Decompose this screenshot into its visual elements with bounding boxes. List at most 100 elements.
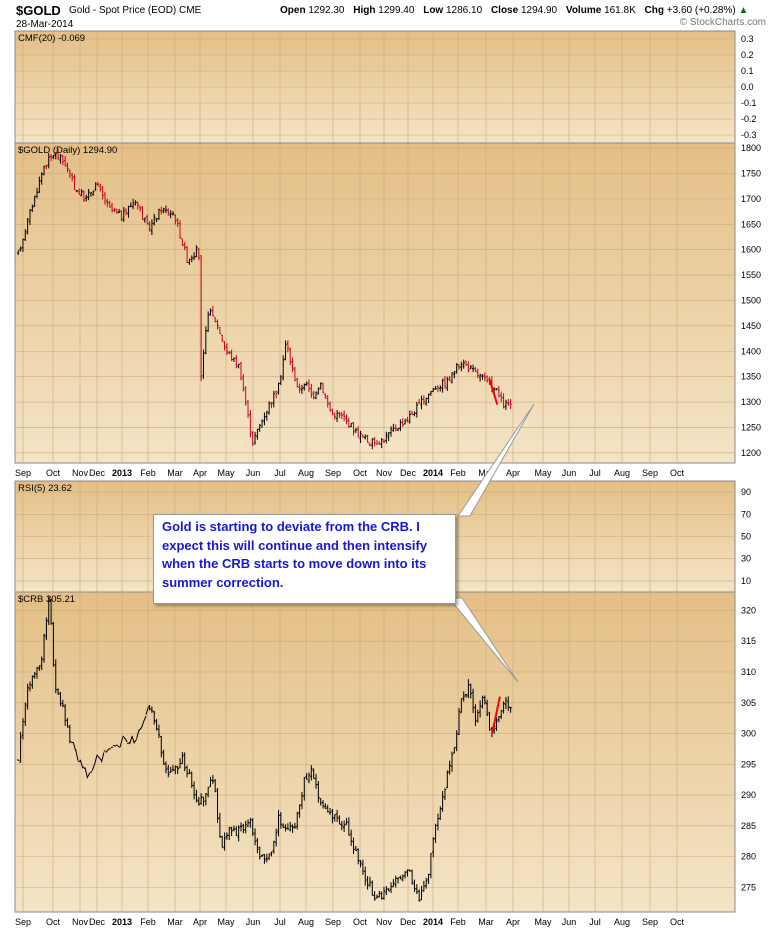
x-tick-label: Dec xyxy=(400,468,417,478)
crb-price-bar xyxy=(439,806,442,821)
crb-bar-dash xyxy=(91,764,95,772)
chg-label: Chg xyxy=(644,5,664,16)
gold-price-bar xyxy=(298,383,301,394)
crb-price-bar xyxy=(307,772,311,784)
crb-price-bar xyxy=(21,718,25,740)
y-tick-label: 1200 xyxy=(741,448,761,458)
crb-price-bar xyxy=(340,821,344,831)
crb-price-bar xyxy=(190,771,193,788)
crb-price-bar xyxy=(342,820,346,832)
crb-price-bar xyxy=(410,869,414,885)
gold-price-bar xyxy=(230,349,233,362)
gold-panel xyxy=(14,142,736,464)
crb-price-bar xyxy=(272,840,276,854)
x-tick-label: Feb xyxy=(450,917,466,927)
y-tick-label: 1550 xyxy=(741,270,761,280)
x-tick-label: Nov xyxy=(72,468,89,478)
crb-price-bar xyxy=(300,791,304,810)
gold-price-bar xyxy=(176,218,179,228)
crb-price-bar xyxy=(199,793,203,805)
gold-price-bar xyxy=(497,385,501,398)
gold-price-bar xyxy=(471,364,475,373)
callout-pointer-gold-shape xyxy=(457,403,535,517)
x-tick-label: 2014 xyxy=(423,468,443,478)
gold-price-bar xyxy=(319,382,322,390)
x-tick-label: Sep xyxy=(15,468,31,478)
crb-price-bar xyxy=(413,879,416,892)
crb-price-bar xyxy=(352,837,355,854)
crb-price-bar xyxy=(136,729,140,739)
x-tick-label: Mar xyxy=(167,917,183,927)
x-tick-label: Aug xyxy=(298,468,314,478)
gold-price-bar xyxy=(52,155,55,160)
gold-price-bar xyxy=(249,410,252,438)
gold-price-bar xyxy=(129,202,132,208)
crb-price-bar xyxy=(436,813,440,831)
x-tick-label: Nov xyxy=(376,917,393,927)
panel-title: $GOLD (Daily) 1294.90 xyxy=(18,145,117,156)
gold-price-bar xyxy=(291,357,294,373)
crb-price-bar xyxy=(185,765,189,778)
crb-bar-dash xyxy=(115,744,119,747)
gold-price-bar xyxy=(366,434,369,443)
x-tick-label: Oct xyxy=(670,917,685,927)
crb-panel xyxy=(14,591,736,913)
y-tick-label: 0.0 xyxy=(741,82,754,92)
gold-price-bar xyxy=(199,255,203,382)
crb-price-bar xyxy=(145,706,149,715)
gold-price-bar xyxy=(162,207,165,214)
crb-price-bar xyxy=(453,747,456,754)
crb-price-bar xyxy=(260,854,264,858)
gold-price-bar xyxy=(99,183,102,192)
crb-bar-dash xyxy=(136,729,140,739)
gold-price-bar xyxy=(113,207,116,213)
crb-price-bar xyxy=(42,633,46,663)
gold-price-bar xyxy=(410,410,414,416)
gold-price-bar xyxy=(209,308,212,316)
crb-price-bar xyxy=(392,879,395,888)
gold-price-bar xyxy=(296,377,299,388)
crb-bar-dash xyxy=(145,706,149,715)
y-tick-label: -0.3 xyxy=(741,130,757,140)
open-value: 1292.30 xyxy=(308,5,345,16)
crb-price-bar xyxy=(230,826,233,836)
crb-price-bar xyxy=(249,817,252,828)
crb-price-bar xyxy=(54,659,57,694)
crb-price-bar xyxy=(127,742,130,745)
crb-price-bar xyxy=(281,823,285,829)
gold-price-bar xyxy=(401,418,404,428)
gold-price-bar xyxy=(171,211,175,216)
gold-price-bar xyxy=(143,217,147,223)
crb-bar-dash xyxy=(77,760,81,763)
crb-price-bar xyxy=(359,860,362,868)
gold-price-bar xyxy=(160,206,163,215)
gold-price-bar xyxy=(26,217,29,235)
gold-price-bar xyxy=(387,431,390,441)
gold-price-bar xyxy=(213,316,217,323)
crb-price-bar xyxy=(267,853,271,861)
crb-price-bar xyxy=(354,845,358,851)
gold-price-bar xyxy=(96,181,100,187)
crb-price-bar xyxy=(373,891,376,901)
crb-price-bar xyxy=(35,666,39,679)
gold-price-bar xyxy=(153,213,156,226)
gold-price-bar xyxy=(333,412,336,420)
crb-bar-dash xyxy=(93,755,98,766)
crb-price-bar xyxy=(328,808,332,815)
crb-price-bar xyxy=(427,873,430,885)
gold-price-bar xyxy=(75,190,79,193)
crb-price-bar xyxy=(464,693,468,698)
crb-price-bar xyxy=(455,730,458,752)
crb-trend-marker xyxy=(491,696,501,734)
gold-price-bar xyxy=(467,361,470,373)
panel-title: RSI(5) 23.62 xyxy=(18,483,72,494)
gold-price-bar xyxy=(469,365,472,370)
crb-price-bar xyxy=(399,875,402,880)
y-tick-label: 300 xyxy=(741,729,756,739)
crb-price-bar xyxy=(483,695,487,705)
crb-price-bar xyxy=(504,696,508,710)
crb-bar-dash xyxy=(119,737,124,747)
crb-price-bar xyxy=(66,717,69,728)
crb-bar-dash xyxy=(131,735,135,744)
crb-price-bar xyxy=(408,869,411,872)
